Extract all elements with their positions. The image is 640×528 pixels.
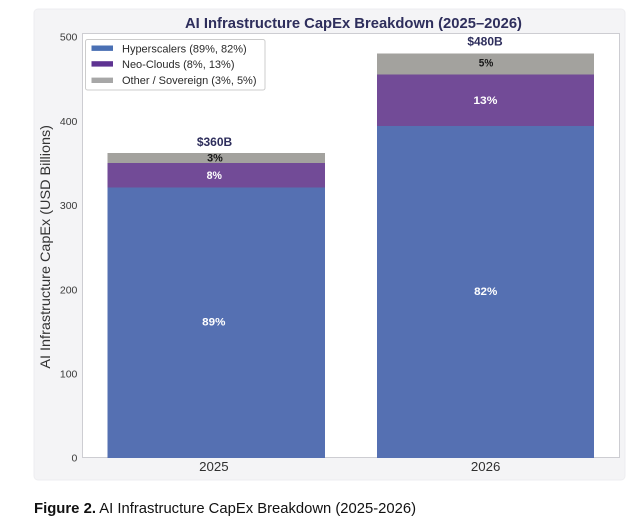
svg-text:Other / Sovereign (3%, 5%): Other / Sovereign (3%, 5%) xyxy=(122,75,257,87)
svg-text:AI Infrastructure CapEx (USD B: AI Infrastructure CapEx (USD Billions) xyxy=(37,125,53,369)
svg-text:Neo-Clouds (8%, 13%): Neo-Clouds (8%, 13%) xyxy=(122,59,235,71)
svg-text:89%: 89% xyxy=(202,317,225,329)
svg-text:8%: 8% xyxy=(207,170,223,182)
svg-text:5%: 5% xyxy=(479,57,494,69)
svg-text:$480B: $480B xyxy=(467,35,503,49)
svg-text:400: 400 xyxy=(60,116,78,128)
svg-text:300: 300 xyxy=(60,200,78,212)
svg-text:0: 0 xyxy=(72,453,78,465)
svg-text:$360B: $360B xyxy=(197,135,233,149)
svg-text:100: 100 xyxy=(60,369,78,381)
svg-text:500: 500 xyxy=(60,32,78,44)
svg-text:2026: 2026 xyxy=(471,459,501,474)
svg-text:13%: 13% xyxy=(473,95,497,107)
svg-text:2025: 2025 xyxy=(199,459,229,474)
svg-text:Hyperscalers (89%, 82%): Hyperscalers (89%, 82%) xyxy=(122,43,247,55)
svg-text:82%: 82% xyxy=(474,286,497,298)
svg-text:AI Infrastructure CapEx Breakd: AI Infrastructure CapEx Breakdown (2025–… xyxy=(185,15,522,32)
svg-text:200: 200 xyxy=(60,284,78,296)
svg-text:Figure 2. AI Infrastructure Ca: Figure 2. AI Infrastructure CapEx Breakd… xyxy=(34,500,416,517)
svg-text:3%: 3% xyxy=(207,153,223,165)
